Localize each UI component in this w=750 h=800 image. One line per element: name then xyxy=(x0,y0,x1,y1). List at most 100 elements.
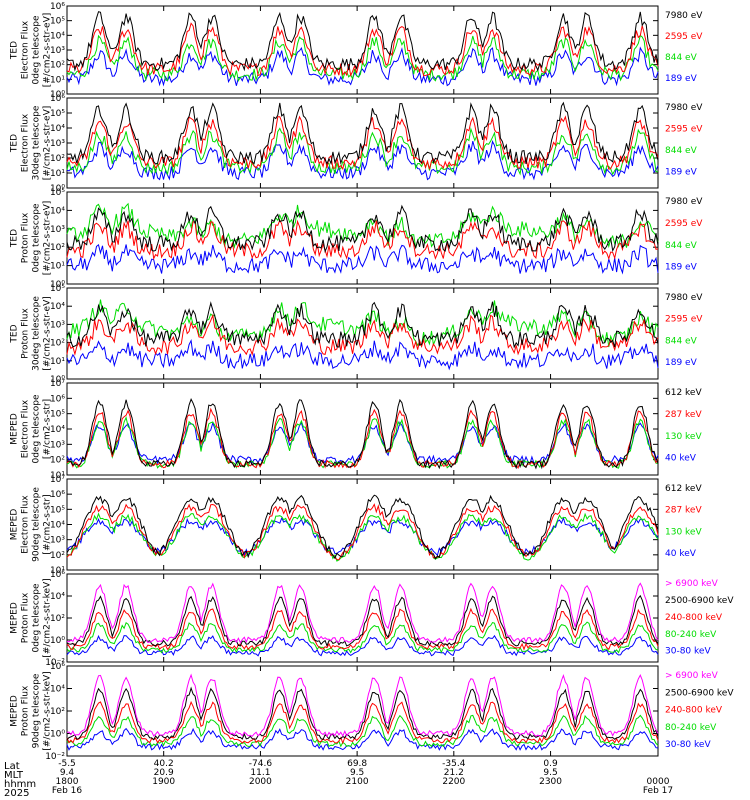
series-trace xyxy=(66,686,659,741)
y-axis-label-line: TED xyxy=(10,41,20,60)
x-tick-label-mlt: 9.4 xyxy=(60,768,75,778)
legend-entry: 844 eV xyxy=(665,146,698,156)
legend-entry: 189 eV xyxy=(665,74,698,84)
series-trace xyxy=(66,621,659,654)
series-trace xyxy=(66,516,659,557)
y-tick-label: 10⁶ xyxy=(50,2,65,12)
legend-entry: 287 keV xyxy=(665,410,702,420)
legend-entry: 240-800 keV xyxy=(665,706,723,716)
legend-entry: 40 keV xyxy=(665,454,697,464)
series-trace xyxy=(66,582,659,644)
legend-entry: 612 keV xyxy=(665,388,702,398)
y-axis-label-line: 90deg telescope xyxy=(32,673,42,748)
series-trace xyxy=(66,46,659,87)
panel-frame xyxy=(66,478,659,571)
series-trace xyxy=(66,101,659,166)
legend-entry: 30-80 keV xyxy=(665,740,711,750)
series-trace xyxy=(66,204,659,254)
y-tick-label: 10⁵ xyxy=(50,17,65,27)
xaxis-row-label-mlt: MLT xyxy=(4,770,23,781)
y-axis-label-line: Proton Flux xyxy=(21,308,31,359)
y-axis-label-line: [#/cm2-s-str-keV] xyxy=(43,671,53,750)
legend-entry: 287 keV xyxy=(665,506,702,516)
x-tick-label-hhmm: 1900 xyxy=(152,777,175,787)
panel-frame xyxy=(66,287,659,380)
legend-entry: 2595 eV xyxy=(665,124,703,134)
series-trace xyxy=(66,301,659,349)
y-tick-label: 10¹ xyxy=(50,566,65,576)
y-tick-label: 10¹ xyxy=(50,357,65,367)
y-tick-label: 10¹ xyxy=(50,75,65,85)
series-trace xyxy=(66,139,659,181)
y-axis-label-line: 0deg telescope xyxy=(32,583,42,653)
y-tick-label: 10⁴ xyxy=(50,592,65,602)
x-tick-label-hhmm: 2300 xyxy=(539,777,562,787)
legend-entry: 189 eV xyxy=(665,358,698,368)
y-tick-label: 10² xyxy=(50,61,65,71)
y-axis-label-line: 0deg telescope xyxy=(32,15,42,85)
x-tick-label-lat: 0.9 xyxy=(543,759,558,769)
y-tick-label: 10⁵ xyxy=(50,109,65,119)
y-tick-label: 10⁵ xyxy=(50,410,65,420)
panel-4: 10⁰ 10¹ 10² 10³ 10⁴ 10⁵ TEDProton Flux30deg te… xyxy=(10,284,704,385)
series-trace xyxy=(66,714,659,748)
series-trace xyxy=(66,512,659,562)
y-axis-label-line: 0deg telescope xyxy=(32,394,42,464)
x-tick-label-mlt: 11.1 xyxy=(250,768,270,778)
y-axis-label-line: Electron Flux xyxy=(21,495,31,554)
y-tick-label: 10³ xyxy=(50,440,65,450)
legend-entry: 2500-6900 keV xyxy=(665,596,734,606)
y-axis-label: MEPEDProton Flux0deg telescope[#/cm2-s-s… xyxy=(10,578,53,657)
legend-entry: > 6900 keV xyxy=(665,671,719,681)
series-trace xyxy=(66,313,659,357)
y-axis-label-line: MEPED xyxy=(10,413,20,445)
series-trace xyxy=(66,407,659,470)
series-trace xyxy=(66,607,659,651)
x-tick-label-date: Feb 17 xyxy=(643,786,673,796)
y-axis-label-line: Electron Flux xyxy=(21,113,31,172)
series-trace xyxy=(66,503,659,561)
y-tick-label: 10⁵ xyxy=(50,505,65,515)
legend-entry: 612 keV xyxy=(665,484,702,494)
y-tick-label: 10⁴ xyxy=(50,206,65,216)
x-tick-label-lat: -5.5 xyxy=(58,759,76,769)
y-axis-label-line: [#/cm2-s-str-eV] xyxy=(43,106,53,181)
y-tick-label: 10⁷ xyxy=(50,379,65,389)
series-trace xyxy=(66,244,659,275)
y-tick-label: 10⁶ xyxy=(50,570,65,580)
y-axis-label: MEPEDProton Flux90deg telescope[#/cm2-s-… xyxy=(10,671,53,750)
legend-entry: 2500-6900 keV xyxy=(665,688,734,698)
y-tick-label: 10⁵ xyxy=(50,284,65,294)
y-axis-label-line: MEPED xyxy=(10,695,20,727)
legend-entry: > 6900 keV xyxy=(665,579,719,589)
y-axis-label-line: [#/cm2-s-str] xyxy=(43,494,53,554)
y-axis-label-line: [#/cm2-s-str-eV] xyxy=(43,296,53,371)
series-trace xyxy=(66,339,659,371)
legend-entry: 2595 eV xyxy=(665,219,703,229)
xaxis-row-label-lat: Lat xyxy=(4,761,20,772)
x-tick-label-hhmm: 2200 xyxy=(442,777,465,787)
y-axis-label-line: [#/cm2-s-str-eV] xyxy=(43,201,53,276)
series-trace xyxy=(66,398,659,470)
series-trace xyxy=(66,127,659,176)
y-tick-label: 10² xyxy=(50,707,65,717)
x-tick-label-hhmm: 2100 xyxy=(346,777,369,787)
y-tick-label: 10³ xyxy=(50,225,65,235)
xaxis-row-label-hhmm: hhmm xyxy=(4,779,37,790)
series-trace xyxy=(66,11,659,72)
y-tick-label: 10³ xyxy=(50,46,65,56)
y-tick-label: 10⁶ xyxy=(50,94,65,104)
y-tick-label: 10¹ xyxy=(50,262,65,272)
y-tick-label: 10⁴ xyxy=(50,425,65,435)
y-axis-label-line: [#/cm2-s-str] xyxy=(43,399,53,459)
y-axis-label-line: 0deg telescope xyxy=(32,203,42,273)
y-tick-label: 10⁰ xyxy=(50,184,65,194)
legend-entry: 7980 eV xyxy=(665,11,703,21)
legend-entry: 130 keV xyxy=(665,432,702,442)
y-tick-label: 10⁴ xyxy=(50,685,65,695)
legend-entry: 844 eV xyxy=(665,53,698,63)
x-tick-label-date: Feb 16 xyxy=(52,786,83,796)
y-tick-label: 10⁶ xyxy=(50,662,65,672)
